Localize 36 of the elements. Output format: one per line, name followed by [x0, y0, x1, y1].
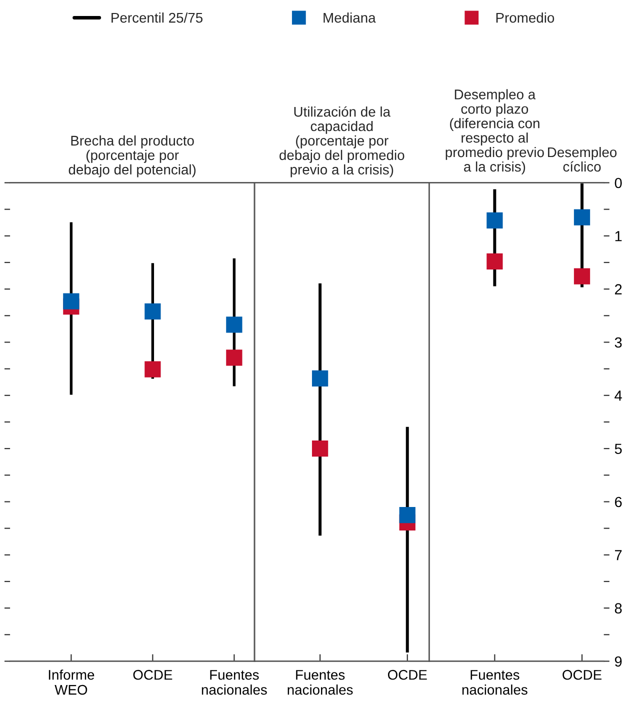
point: [144, 303, 161, 320]
point: [226, 350, 242, 366]
x-tick-label: Fuentes nacionales: [202, 670, 267, 695]
x-tick-label: OCDE: [133, 670, 172, 680]
point: [574, 209, 590, 226]
point: [312, 440, 328, 457]
point: [312, 370, 328, 386]
point: [63, 293, 80, 310]
y-tick-label: 8: [614, 603, 622, 614]
y-tick-label: 5: [614, 444, 622, 454]
y-tick-label: 4: [614, 390, 622, 401]
point: [574, 268, 590, 284]
text: Desempleo cíclico: [548, 146, 617, 172]
y-tick-label: 0: [614, 178, 622, 188]
x-tick-label: Fuentes nacionales: [288, 670, 353, 695]
y-tick-label: 1: [615, 231, 622, 242]
legend-label: Promedio: [496, 12, 554, 23]
y-tick-label: 3: [614, 337, 622, 348]
legend-label: Percentil 25/75: [112, 12, 202, 23]
y-tick-label: 6: [614, 496, 622, 508]
point: [226, 316, 242, 333]
point: [399, 506, 416, 524]
y-tick-label: 9: [614, 656, 622, 667]
y-tick-label: 2: [614, 284, 622, 294]
y-tick-label: 7: [615, 550, 622, 560]
x-tick-label: OCDE: [388, 670, 427, 680]
point: [486, 253, 503, 270]
legend-label: Mediana: [324, 12, 376, 23]
text: Desempleo a corto plazo (diferencia con respecto al promedio previo a la crisis): [446, 89, 544, 174]
x-tick-label: Informe WEO: [48, 670, 94, 695]
point: [144, 361, 161, 378]
point: [486, 212, 503, 229]
chart-title: Brecha del producto (porcentaje por debajo del potencial): [68, 135, 196, 178]
chart-title: Utilización de la capacidad (porcentaje por debajo del promedio previo a la crisis): [280, 106, 404, 178]
x-tick-label: OCDE: [562, 670, 602, 680]
x-tick-label: Fuentes nacionales: [462, 670, 528, 695]
